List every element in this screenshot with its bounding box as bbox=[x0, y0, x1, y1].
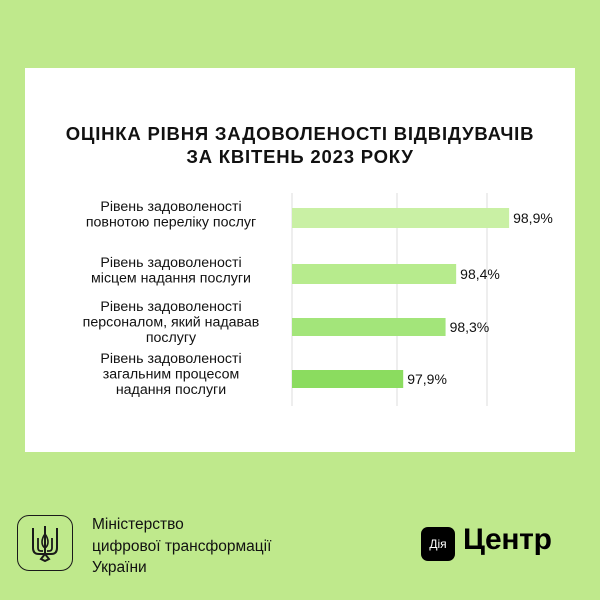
category-label-3-line-2: персоналом, який надавав bbox=[83, 315, 260, 331]
value-label-3: 98,3% bbox=[450, 319, 490, 335]
chart-title-line-1: ОЦІНКА РІВНЯ ЗАДОВОЛЕНОСТІ ВІДВІДУВАЧІВ bbox=[65, 123, 535, 144]
category-label-2-line-1: Рівень задоволеності bbox=[100, 255, 241, 271]
trident-icon bbox=[32, 526, 58, 562]
value-label-4: 97,9% bbox=[407, 371, 447, 387]
bar-1 bbox=[292, 208, 510, 228]
ministry-line-2: цифрової трансформації bbox=[92, 537, 272, 555]
bar-4 bbox=[292, 370, 404, 388]
value-label-2: 98,4% bbox=[460, 266, 500, 282]
category-label-4-line-3: надання послуги bbox=[116, 382, 226, 398]
chart-title: ОЦІНКА РІВНЯ ЗАДОВОЛЕНОСТІ ВІДВІДУВАЧІВ … bbox=[25, 122, 575, 168]
ministry-line-3: України bbox=[92, 559, 147, 576]
footer: Міністерство цифрової трансформації Укра… bbox=[0, 500, 600, 600]
ministry-name: Міністерство цифрової трансформації Укра… bbox=[92, 514, 271, 579]
value-label-1: 98,9% bbox=[513, 210, 553, 226]
chart-card: ОЦІНКА РІВНЯ ЗАДОВОЛЕНОСТІ ВІДВІДУВАЧІВ … bbox=[25, 68, 575, 452]
chart-title-line-2: ЗА КВІТЕНЬ 2023 РОКУ bbox=[186, 146, 414, 167]
category-label-3-line-3: послугу bbox=[146, 330, 197, 346]
bar-3 bbox=[292, 318, 446, 336]
category-label-4-line-1: Рівень задоволеності bbox=[100, 351, 241, 367]
category-label-4-line-2: загальним процесом bbox=[103, 367, 240, 383]
category-label-1-line-2: повнотою переліку послуг bbox=[86, 215, 256, 231]
emblem-frame bbox=[17, 515, 73, 571]
brand-name: Центр bbox=[463, 523, 552, 556]
category-label-1-line-1: Рівень задоволеності bbox=[100, 199, 241, 215]
category-label-2-line-2: місцем надання послуги bbox=[91, 271, 251, 287]
brand-box: Дія bbox=[421, 527, 455, 561]
category-label-3-line-1: Рівень задоволеності bbox=[100, 299, 241, 315]
bar-2 bbox=[292, 264, 457, 284]
ministry-line-1: Міністерство bbox=[92, 516, 184, 533]
